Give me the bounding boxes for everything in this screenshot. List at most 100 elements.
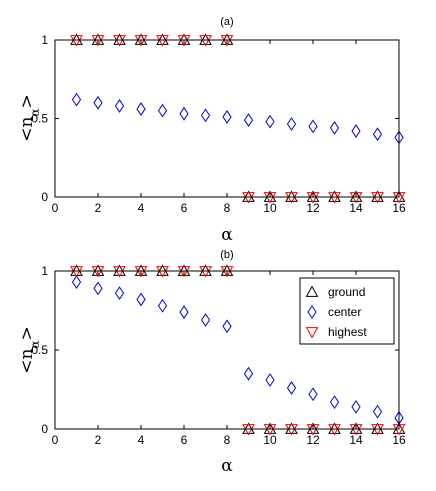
panel-b-series-1-point xyxy=(372,404,383,419)
panel-b-series-0-point xyxy=(263,422,277,434)
panel-a-series-1-point xyxy=(308,119,318,134)
panel-a-series-0-point xyxy=(392,190,406,202)
panel-b-y-axis-label: <nα> xyxy=(17,326,42,374)
panel-b-series-1-point xyxy=(179,305,189,319)
panel-a-series-0-point xyxy=(371,190,384,202)
legend-label-center: center xyxy=(328,305,361,319)
panel-a-series-2-point xyxy=(113,35,126,47)
panel-a-series-0-point xyxy=(156,33,169,45)
panel-a-series-2-point xyxy=(242,192,255,204)
panel-a-series-2-point xyxy=(263,192,277,204)
panel-b-series-1-point xyxy=(157,298,168,313)
panel-b-series-2-point xyxy=(156,266,169,278)
panel-a-x-tick-label: 2 xyxy=(95,201,102,215)
panel-a-x-tick-label: 8 xyxy=(224,201,231,215)
panel-b-series-0-point xyxy=(177,264,191,276)
panel-b-series-2-point xyxy=(113,266,126,278)
panel-a-x-tick-label: 6 xyxy=(181,201,188,215)
panel-b-series-2-point xyxy=(328,424,341,436)
panel-b-x-tick-label: 8 xyxy=(224,433,231,447)
panel-a-series-2-point xyxy=(328,192,341,204)
panel-a-series-1-point xyxy=(93,95,103,110)
panel-b-series-2-point xyxy=(263,424,277,436)
legend-label-ground: ground xyxy=(328,285,365,299)
legend-marker-highest xyxy=(305,327,319,339)
panel-b-series-2-point xyxy=(91,266,105,278)
panel-a-series-0-point xyxy=(306,190,320,202)
panel-a-series-2-point xyxy=(349,192,363,204)
panel-a-series-0-point xyxy=(220,33,234,45)
legend-label-highest: highest xyxy=(328,325,367,339)
panel-b-x-tick-label: 12 xyxy=(306,433,320,447)
panel-a-series-1-point xyxy=(157,103,168,118)
panel-a-series-0-point xyxy=(91,33,105,45)
panel-a-y-tick-label: 0 xyxy=(41,190,48,204)
panel-b-x-tick-label: 16 xyxy=(392,433,406,447)
panel-b-series-2-point xyxy=(349,424,363,436)
panel-a-series-0-point xyxy=(113,33,126,45)
panel-a-series-2-point xyxy=(199,35,212,47)
panel-b-series-1-point xyxy=(265,373,275,387)
panel-b-y-tick-label: 0.5 xyxy=(31,343,48,357)
panel-a-y-tick-label: 1 xyxy=(41,33,48,47)
panel-b-x-axis-label: α xyxy=(221,456,233,476)
panel-b-series-2-point xyxy=(220,266,234,278)
panel-a-series-2-point xyxy=(91,35,105,47)
panel-b-x-tick-label: 4 xyxy=(138,433,145,447)
panel-a-series-2-point xyxy=(156,35,169,47)
panel-a-x-tick-label: 16 xyxy=(392,201,406,215)
panel-b-series-1-point xyxy=(93,281,103,296)
panel-a-x-tick-label: 10 xyxy=(263,201,277,215)
panel-a-series-2-point xyxy=(177,35,191,47)
panel-b-x-tick-label: 6 xyxy=(181,433,188,447)
panel-b-series-1-point xyxy=(286,381,297,395)
panel-b-series-0-point xyxy=(134,264,148,276)
panel-b-series-0-point xyxy=(91,264,105,276)
panel-a-x-tick-label: 4 xyxy=(138,201,145,215)
panel-a-series-2-point xyxy=(220,35,234,47)
panel-b-series-2-point xyxy=(134,266,148,278)
panel-b-series-1-point xyxy=(114,286,125,301)
panel-b-x-tick-label: 14 xyxy=(349,433,363,447)
panel-a-series-2-point xyxy=(371,192,384,204)
panel-a-series-0-point xyxy=(242,190,255,202)
panel-b-series-2-point xyxy=(242,424,255,436)
panel-b-x-tick-label: 10 xyxy=(263,433,277,447)
panel-a-series-1-point xyxy=(114,99,125,113)
panel-b-series-2-point xyxy=(177,266,191,278)
panel-a-series-0-point xyxy=(263,190,277,202)
panel-a-series-1-point xyxy=(329,121,340,135)
panel-a-series-1-point xyxy=(179,106,189,121)
panel-b-x-tick-label: 2 xyxy=(95,433,102,447)
panel-b-x-tick-label: 0 xyxy=(52,433,59,447)
panel-b-series-2-point xyxy=(306,424,320,436)
panel-b-series-0-point xyxy=(156,264,169,276)
panel-b-plot-frame xyxy=(54,270,400,430)
panel-b-series-1-point xyxy=(329,395,340,410)
legend-marker-ground xyxy=(305,285,319,297)
panel-b-series-0-point xyxy=(220,264,234,276)
panel-a-x-tick-label: 0 xyxy=(52,201,59,215)
panel-a-series-1-point xyxy=(200,108,211,123)
panel-b-series-1-point xyxy=(308,387,318,402)
panel-b-series-0-point xyxy=(285,422,298,434)
panel-b-series-1-point xyxy=(200,313,211,327)
panel-b-series-0-point xyxy=(371,422,384,434)
panel-a-series-1-point xyxy=(265,114,275,129)
panel-a-series-0-point xyxy=(349,190,363,202)
panel-a-x-tick-label: 12 xyxy=(306,201,320,215)
panel-a-series-0-point xyxy=(177,33,191,45)
panel-b-series-0-point xyxy=(113,264,126,276)
panel-a-series-0-point xyxy=(285,190,298,202)
panel-a-series-2-point xyxy=(285,192,298,204)
panel-a-series-0-point xyxy=(199,33,212,45)
panel-b-y-tick-label: 1 xyxy=(41,264,48,278)
panel-b-series-0-point xyxy=(199,264,212,276)
panel-a-series-2-point xyxy=(306,192,320,204)
panel-a-series-1-point xyxy=(286,117,297,131)
panel-a-x-tick-label: 14 xyxy=(349,201,363,215)
panel-b-series-0-point xyxy=(349,422,363,434)
panel-a-series-1-point xyxy=(222,110,232,124)
panel-a-x-axis-label: α xyxy=(221,225,233,245)
